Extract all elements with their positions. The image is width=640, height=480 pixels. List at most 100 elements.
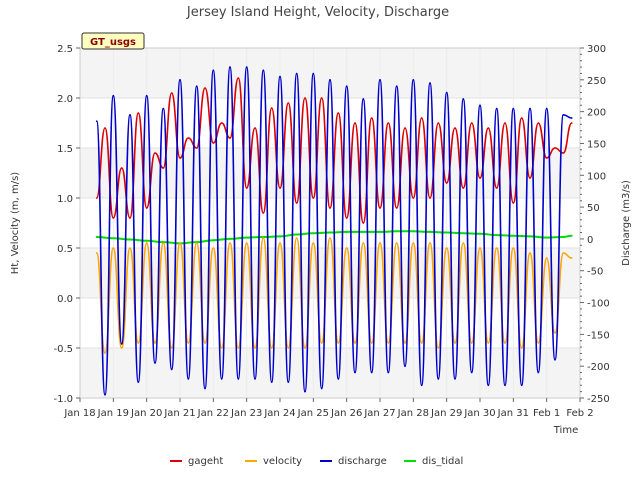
right-tick-label: -150: [587, 330, 610, 341]
data-point-gageht: [312, 197, 315, 199]
data-point-velocity: [279, 242, 281, 244]
data-point-velocity: [462, 242, 465, 244]
data-point-velocity: [187, 342, 190, 344]
data-point-gageht: [362, 222, 365, 224]
data-point-velocity: [404, 342, 406, 344]
y-axis-right-label: Discharge (m3/s): [621, 180, 632, 266]
data-point-velocity: [112, 247, 115, 249]
data-point-velocity: [170, 347, 173, 349]
data-point-velocity: [429, 242, 431, 244]
data-point-velocity: [145, 242, 148, 244]
data-point-gageht: [287, 102, 290, 104]
right-tick-label: 100: [587, 171, 606, 182]
data-point-dis_tidal: [429, 231, 431, 233]
data-point-discharge: [95, 120, 98, 122]
data-point-discharge: [179, 79, 181, 81]
data-point-discharge: [529, 107, 531, 110]
left-tick-label: -1.0: [53, 394, 73, 405]
data-point-velocity: [162, 242, 165, 244]
band: [80, 148, 580, 198]
data-point-velocity: [295, 237, 298, 239]
data-point-discharge: [195, 85, 198, 87]
x-tick-label: Feb 2: [566, 408, 593, 419]
data-point-discharge: [437, 378, 440, 380]
data-point-gageht: [270, 107, 273, 109]
data-point-discharge: [129, 114, 131, 116]
data-point-velocity: [120, 347, 123, 349]
legend-label-velocity: velocity: [263, 456, 302, 467]
data-point-velocity: [179, 242, 181, 244]
left-tick-label: 1.0: [57, 194, 73, 205]
data-point-discharge: [495, 107, 498, 110]
data-point-dis_tidal: [479, 233, 481, 235]
left-tick-label: 0.5: [57, 244, 73, 255]
data-point-gageht: [204, 87, 206, 89]
data-point-gageht: [220, 122, 223, 124]
data-point-dis_tidal: [95, 236, 98, 238]
x-tick-label: Jan 22: [197, 408, 229, 419]
data-point-discharge: [279, 75, 281, 78]
data-point-discharge: [554, 359, 556, 361]
left-axis: -1.0 -0.5 0.0 0.5 1.0 1.5 2.0 2.5: [53, 44, 80, 405]
data-point-gageht: [387, 122, 390, 124]
data-point-dis_tidal: [562, 236, 565, 238]
data-point-discharge: [462, 98, 465, 100]
station-badge: GT_usgs: [81, 32, 145, 50]
badge-label: GT_usgs: [90, 37, 136, 48]
data-point-discharge: [387, 371, 390, 374]
x-tick-label: Jan 26: [330, 408, 362, 419]
data-point-discharge: [404, 365, 406, 368]
data-point-discharge: [362, 98, 365, 100]
data-point-velocity: [387, 342, 390, 344]
data-point-gageht: [120, 167, 123, 169]
data-point-discharge: [270, 381, 273, 383]
x-tick-label: Jan 29: [430, 408, 462, 419]
data-point-dis_tidal: [362, 231, 365, 233]
x-tick-label: Jan 30: [463, 408, 495, 419]
legend-label-dis_tidal: dis_tidal: [422, 456, 463, 467]
data-point-velocity: [562, 252, 565, 254]
data-point-discharge: [145, 94, 148, 97]
data-point-discharge: [370, 371, 373, 374]
data-point-gageht: [470, 122, 473, 124]
data-point-discharge: [287, 381, 290, 383]
data-point-velocity: [129, 247, 131, 249]
data-point-gageht: [195, 147, 198, 149]
data-point-dis_tidal: [312, 232, 315, 234]
data-point-discharge: [445, 91, 448, 94]
x-tick-label: Jan 23: [230, 408, 262, 419]
data-point-gageht: [345, 217, 348, 219]
data-point-dis_tidal: [245, 236, 248, 239]
right-tick-label: -100: [587, 299, 610, 310]
data-point-discharge: [204, 387, 206, 390]
data-point-discharge: [354, 371, 356, 374]
data-point-gageht: [395, 207, 398, 209]
badge-box: [81, 32, 145, 50]
data-point-velocity: [370, 342, 373, 344]
x-tick-label: Jan 27: [363, 408, 395, 419]
data-point-discharge: [345, 85, 348, 87]
data-point-velocity: [95, 252, 98, 254]
data-point-velocity: [454, 342, 456, 344]
series-discharge: [95, 66, 573, 396]
data-point-discharge: [520, 384, 523, 387]
data-point-gageht: [254, 127, 256, 129]
data-point-discharge: [212, 69, 215, 72]
x-tick-label: Jan 28: [397, 408, 429, 419]
data-point-gageht: [554, 147, 556, 149]
data-point-gageht: [487, 127, 490, 129]
data-point-velocity: [237, 347, 240, 349]
band: [80, 298, 580, 348]
data-point-velocity: [262, 237, 265, 239]
data-point-gageht: [454, 127, 456, 129]
data-point-dis_tidal: [462, 232, 465, 234]
data-point-discharge: [454, 378, 456, 380]
data-point-discharge: [245, 66, 248, 68]
data-point-velocity: [245, 242, 248, 244]
data-point-gageht: [187, 137, 190, 139]
data-point-gageht: [520, 117, 523, 119]
data-point-velocity: [570, 257, 573, 259]
data-point-discharge: [537, 371, 540, 374]
data-point-dis_tidal: [112, 237, 115, 240]
data-point-gageht: [137, 112, 140, 114]
